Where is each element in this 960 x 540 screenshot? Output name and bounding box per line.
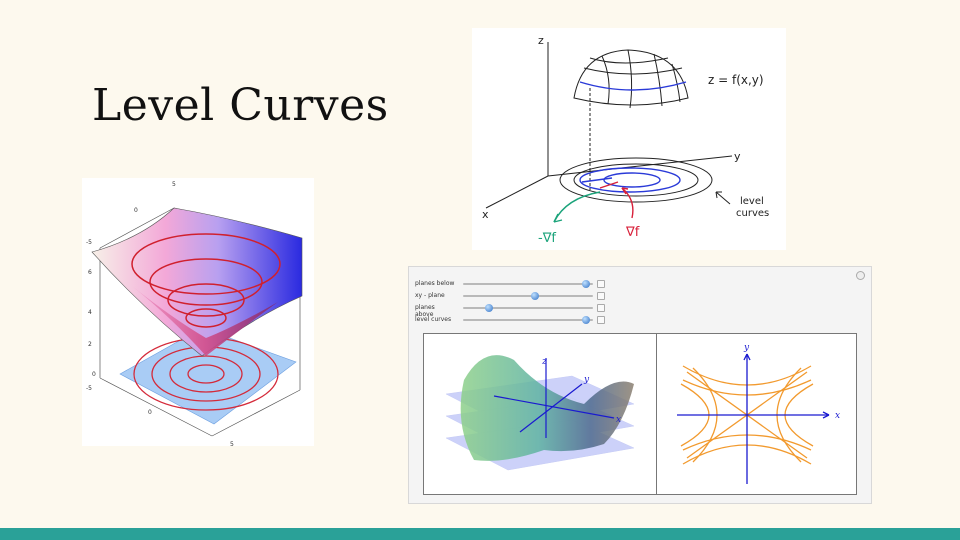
expand-icon[interactable]: [597, 292, 605, 300]
tick-label: -5: [86, 239, 92, 246]
slider-knob[interactable]: [582, 280, 590, 288]
slider-track[interactable]: [463, 295, 593, 297]
expand-icon[interactable]: [597, 280, 605, 288]
interactive-demo: planes below xy - plane planes above lev…: [408, 266, 872, 504]
tick-label: 0: [148, 409, 152, 416]
tick-label: 0: [134, 207, 138, 214]
axis-label-x: x: [482, 208, 489, 221]
slider-track[interactable]: [463, 283, 593, 285]
slider-knob[interactable]: [531, 292, 539, 300]
tick-label: 2: [88, 341, 92, 348]
level-curves-label-line2: curves: [736, 208, 769, 219]
control-label: xy - plane: [415, 292, 445, 299]
cone-surface-figure: 5 0 -5 6 4 2 0 -5 0 5: [82, 178, 314, 446]
tick-label: 6: [88, 269, 92, 276]
surface-axis-y: y: [583, 375, 590, 385]
tick-label: 5: [230, 441, 234, 446]
tick-label: 4: [88, 309, 92, 316]
slider-knob[interactable]: [582, 316, 590, 324]
surface-label: z = f(x,y): [708, 73, 764, 87]
slider-track[interactable]: [463, 307, 593, 309]
tick-label: 0: [92, 371, 96, 378]
contour-axis-x: x: [835, 411, 840, 421]
level-curves-label-line1: level: [740, 196, 764, 207]
tick-label: -5: [86, 385, 92, 392]
contour-plot-svg[interactable]: y x: [657, 334, 857, 494]
saddle-surface-svg[interactable]: z y x: [424, 334, 656, 494]
axis-label-z: z: [538, 34, 544, 47]
expand-icon[interactable]: [597, 304, 605, 312]
surface-axis-x: x: [616, 415, 621, 425]
slider-track[interactable]: [463, 319, 593, 321]
hand-sketch-svg: z y x z = f(x,y) level curves -∇f ∇f: [482, 34, 769, 246]
neg-gradient-label: -∇f: [538, 231, 556, 246]
contour-axis-y: y: [743, 343, 750, 353]
control-label: level curves: [415, 316, 452, 323]
close-icon[interactable]: [856, 271, 865, 280]
footer-bar: [0, 528, 960, 540]
expand-icon[interactable]: [597, 316, 605, 324]
hand-sketch-figure: z y x z = f(x,y) level curves -∇f ∇f: [472, 28, 786, 250]
tick-label: 5: [172, 181, 176, 188]
control-label: planes above: [415, 304, 435, 318]
gradient-label: ∇f: [625, 225, 640, 240]
slide-title: Level Curves: [92, 80, 389, 131]
slider-knob[interactable]: [485, 304, 493, 312]
axis-label-y: y: [734, 150, 741, 163]
control-label: planes below: [415, 280, 455, 287]
plot-divider: [656, 334, 657, 494]
base-plane: [119, 327, 297, 425]
surface-axis-z: z: [541, 357, 547, 367]
cone-surface-svg: 5 0 -5 6 4 2 0 -5 0 5: [86, 181, 303, 446]
demo-plot-frame: z y x: [423, 333, 857, 495]
